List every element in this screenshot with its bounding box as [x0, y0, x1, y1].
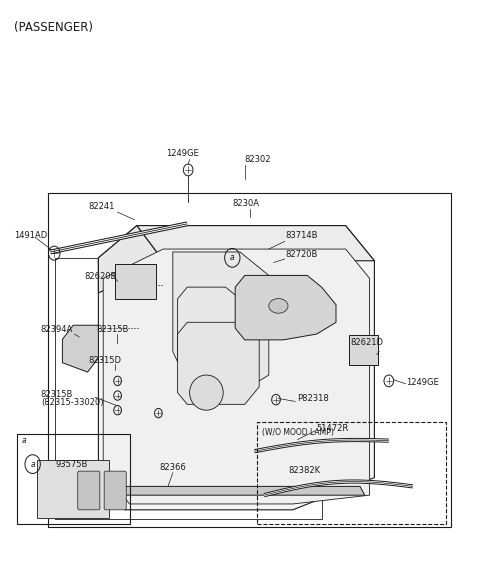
Text: (W/O MOOD LAMP): (W/O MOOD LAMP): [262, 428, 334, 437]
Polygon shape: [173, 252, 269, 387]
FancyBboxPatch shape: [104, 471, 126, 510]
Text: 83714B: 83714B: [286, 231, 318, 240]
Polygon shape: [62, 325, 98, 372]
Polygon shape: [98, 226, 374, 510]
Text: 1249GE: 1249GE: [166, 149, 198, 158]
Text: 1249GE: 1249GE: [406, 377, 438, 387]
FancyBboxPatch shape: [115, 264, 156, 299]
Ellipse shape: [190, 375, 223, 410]
Text: 82366: 82366: [159, 463, 186, 472]
Text: 51472R: 51472R: [317, 424, 349, 434]
Text: a: a: [22, 436, 26, 445]
FancyBboxPatch shape: [349, 335, 378, 365]
Text: 82382K: 82382K: [288, 466, 320, 475]
Text: (82315-33020): (82315-33020): [41, 398, 103, 407]
Text: 82720B: 82720B: [286, 250, 318, 260]
Polygon shape: [103, 249, 370, 504]
Text: 82315B: 82315B: [96, 325, 128, 334]
Text: 82315D: 82315D: [89, 356, 122, 365]
Text: 82241: 82241: [89, 202, 115, 211]
Text: 82620B: 82620B: [84, 272, 116, 281]
Text: 8230A: 8230A: [233, 199, 260, 208]
Polygon shape: [115, 486, 365, 495]
Text: 82302: 82302: [245, 155, 271, 164]
FancyBboxPatch shape: [37, 460, 109, 518]
Polygon shape: [235, 275, 336, 340]
Text: a: a: [30, 459, 35, 469]
Ellipse shape: [269, 299, 288, 313]
Polygon shape: [178, 287, 240, 369]
Text: 82621D: 82621D: [350, 338, 384, 347]
Text: 1491AD: 1491AD: [14, 231, 48, 240]
Polygon shape: [137, 226, 374, 261]
Polygon shape: [178, 322, 259, 404]
Text: P82318: P82318: [297, 394, 328, 403]
Text: (PASSENGER): (PASSENGER): [14, 21, 94, 33]
Text: 93575B: 93575B: [55, 459, 87, 469]
Text: a: a: [230, 253, 235, 263]
Polygon shape: [98, 226, 163, 293]
FancyBboxPatch shape: [78, 471, 100, 510]
Text: 82315B: 82315B: [41, 390, 73, 398]
Text: 82394A: 82394A: [41, 325, 73, 334]
